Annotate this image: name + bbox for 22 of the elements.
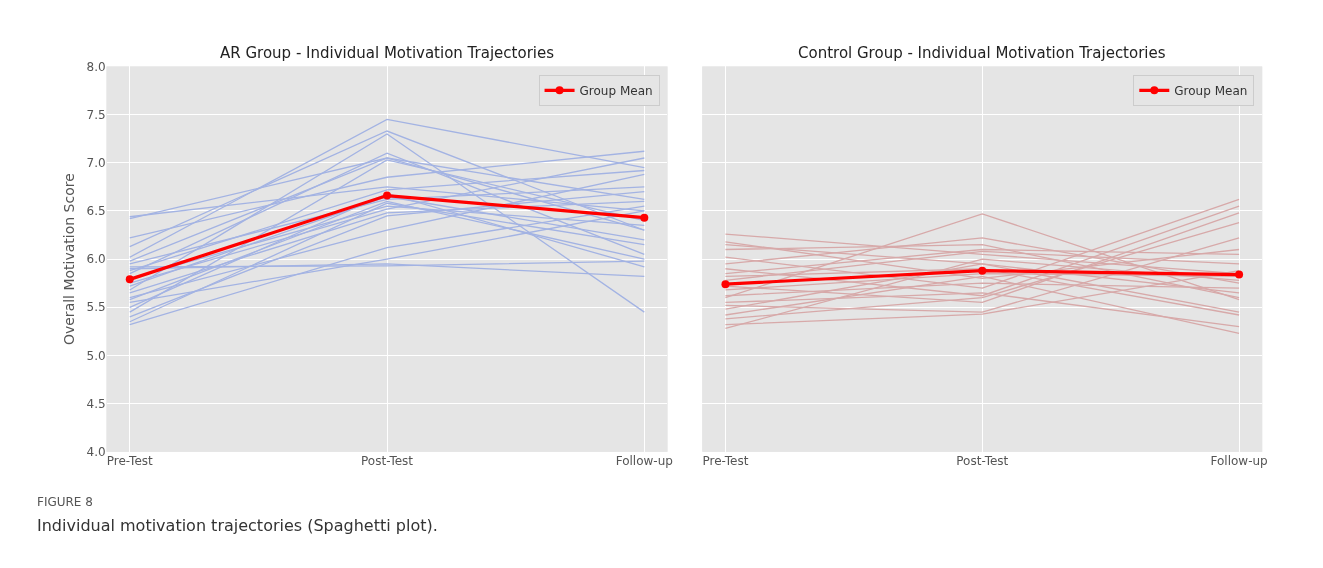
x-tick-label: Pre-Test <box>106 453 154 468</box>
legend-label: Group Mean <box>579 83 653 98</box>
y-tick-label: 4.0 <box>86 444 106 459</box>
x-tick-label: Pre-Test <box>702 453 749 468</box>
legend-label: Group Mean <box>1174 83 1248 98</box>
x-tick-label: Post-Test <box>361 453 414 468</box>
x-tick-label: Follow-up <box>615 453 673 468</box>
y-tick-label: 4.5 <box>86 396 106 411</box>
y-axis-title: Overall Motivation Score <box>61 173 78 346</box>
x-tick-label: Post-Test <box>956 453 1009 468</box>
y-tick-label: 7.0 <box>86 156 106 171</box>
y-tick-label: 6.0 <box>86 252 106 267</box>
y-tick-label: 5.5 <box>86 300 106 315</box>
y-tick-label: 7.5 <box>86 107 106 122</box>
text: Individual motivation trajectories (Spaghetti plot). <box>37 516 438 535</box>
chart-title: AR Group - Individual Motivation Trajectories <box>220 44 555 62</box>
y-tick-label: 6.5 <box>86 204 106 219</box>
x-tick-label: Follow-up <box>1210 453 1268 468</box>
y-tick-label: 5.0 <box>86 348 106 363</box>
chart-title: Control Group - Individual Motivation Trajectories <box>798 44 1166 62</box>
caption: FIGURE 8 <box>37 495 93 509</box>
y-tick-label: 8.0 <box>86 59 106 74</box>
